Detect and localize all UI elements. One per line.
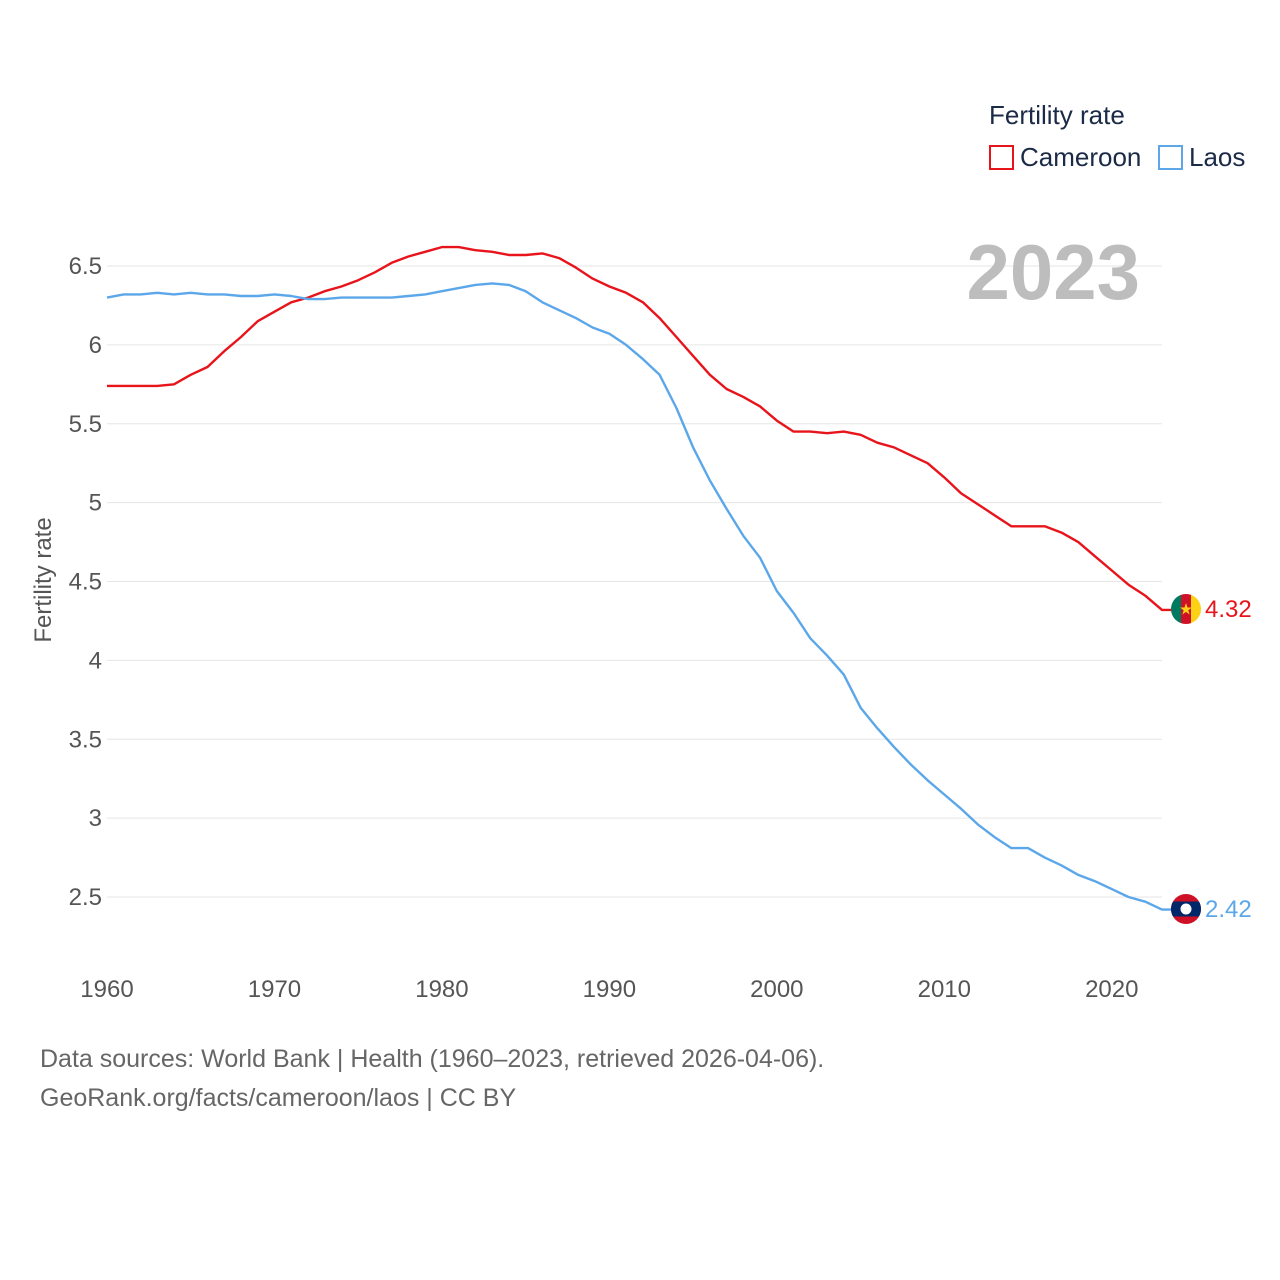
y-axis-label: Fertility rate [30, 517, 57, 642]
x-tick-label: 1960 [80, 976, 133, 1003]
y-tick-label: 6.5 [69, 253, 102, 280]
y-tick-label: 3.5 [69, 726, 102, 753]
legend: Fertility rate Cameroon Laos [989, 100, 1245, 172]
legend-swatch-cameroon [989, 145, 1014, 170]
footer-sources: Data sources: World Bank | Health (1960–… [40, 1045, 825, 1073]
x-tick-label: 2000 [750, 976, 803, 1003]
x-tick-label: 1980 [415, 976, 468, 1003]
y-tick-label: 2.5 [69, 884, 102, 911]
y-axis-ticks: 2.5 3 3.5 4 4.5 5 5.5 6 6.5 [69, 253, 102, 911]
y-tick-label: 4 [89, 647, 102, 674]
y-tick-label: 5.5 [69, 411, 102, 438]
x-tick-label: 1970 [248, 976, 301, 1003]
y-tick-label: 4.5 [69, 569, 102, 596]
current-year-label: 2023 [966, 228, 1140, 316]
y-tick-label: 6 [89, 332, 102, 359]
x-tick-label: 1990 [583, 976, 636, 1003]
legend-item-laos[interactable]: Laos [1158, 142, 1245, 172]
series-line-cameroon [107, 245, 1172, 612]
y-tick-label: 5 [89, 490, 102, 517]
gridlines [107, 265, 1162, 898]
legend-label-laos: Laos [1189, 142, 1245, 172]
footer-credit: GeoRank.org/facts/cameroon/laos | CC BY [40, 1084, 517, 1112]
legend-title: Fertility rate [989, 100, 1125, 130]
x-tick-label: 2010 [918, 976, 971, 1003]
series-lines [106, 245, 1172, 911]
end-value-cameroon: 4.32 [1205, 596, 1252, 623]
legend-label-cameroon: Cameroon [1020, 142, 1141, 172]
x-tick-label: 2020 [1085, 976, 1138, 1003]
y-tick-label: 3 [89, 805, 102, 832]
laos-flag-icon [1171, 894, 1201, 924]
x-axis-ticks: 1960 1970 1980 1990 2000 2010 2020 [80, 976, 1138, 1003]
cameroon-flag-icon [1171, 594, 1201, 624]
series-line-laos [106, 282, 1172, 911]
end-value-laos: 2.42 [1205, 896, 1252, 923]
legend-item-cameroon[interactable]: Cameroon [989, 142, 1141, 172]
legend-swatch-laos [1158, 145, 1183, 170]
